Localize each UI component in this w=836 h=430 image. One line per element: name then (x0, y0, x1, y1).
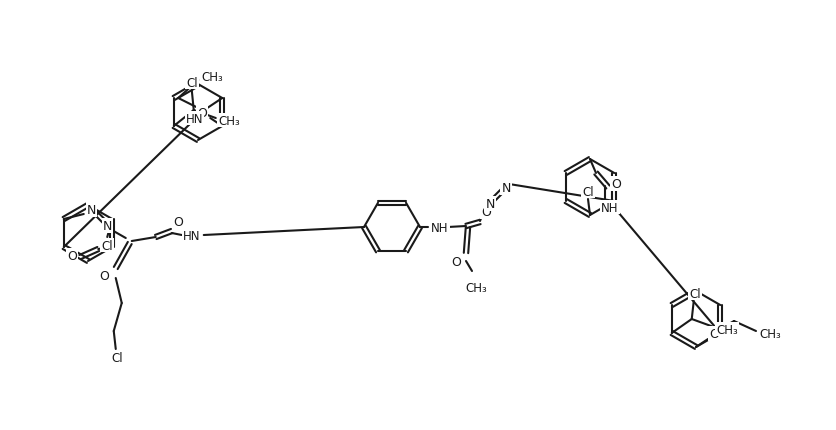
Text: O: O (172, 215, 182, 228)
Text: O: O (197, 106, 207, 119)
Text: N: N (103, 219, 112, 232)
Text: O: O (451, 255, 461, 268)
Text: O: O (67, 249, 77, 262)
Text: NH: NH (431, 221, 448, 234)
Text: Cl: Cl (688, 287, 700, 300)
Text: NH: NH (600, 201, 618, 214)
Text: HN: HN (183, 229, 201, 242)
Text: CH₃: CH₃ (201, 71, 223, 83)
Text: Cl: Cl (111, 351, 122, 364)
Text: O: O (610, 177, 620, 190)
Text: CH₃: CH₃ (715, 323, 737, 336)
Text: O: O (708, 327, 718, 340)
Text: CH₃: CH₃ (465, 281, 487, 294)
Text: Cl: Cl (582, 185, 593, 198)
Text: O: O (481, 205, 491, 218)
Text: Cl: Cl (101, 239, 113, 252)
Text: O: O (99, 269, 109, 282)
Text: CH₃: CH₃ (758, 327, 780, 340)
Text: HN: HN (186, 112, 203, 125)
Text: N: N (485, 197, 494, 210)
Text: CH₃: CH₃ (217, 114, 239, 127)
Text: N: N (501, 181, 510, 194)
Text: Cl: Cl (186, 76, 197, 89)
Text: N: N (87, 203, 96, 216)
